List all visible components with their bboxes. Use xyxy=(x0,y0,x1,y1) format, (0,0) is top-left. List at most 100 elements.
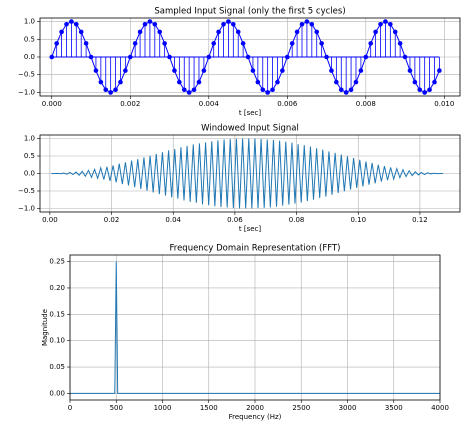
stem-marker xyxy=(304,19,310,24)
stem-marker xyxy=(172,68,177,73)
stem-marker xyxy=(64,21,69,27)
stem-marker xyxy=(294,29,300,35)
stem-marker xyxy=(324,54,329,60)
y-tick-label: 1.0 xyxy=(24,135,35,143)
stem-marker xyxy=(123,68,128,73)
chart-title: Windowed Input Signal xyxy=(201,124,299,134)
x-tick-label: 1000 xyxy=(154,404,172,412)
stem-marker xyxy=(402,54,408,60)
stem-marker xyxy=(353,79,359,85)
x-axis-label: t [sec] xyxy=(239,225,262,233)
stem-marker xyxy=(98,79,104,85)
axes-frame xyxy=(69,254,441,401)
stem-marker xyxy=(358,68,364,73)
y-tick-label: 0.5 xyxy=(24,35,35,43)
stem-marker xyxy=(216,29,221,35)
x-tick-label: 0.04 xyxy=(165,216,181,224)
axes-frame xyxy=(39,134,461,213)
stem-marker xyxy=(211,41,216,46)
x-tick-label: 3500 xyxy=(385,404,403,412)
stem-marker xyxy=(348,87,354,93)
y-tick-label: 0.0 xyxy=(24,53,35,61)
stem-marker xyxy=(432,79,437,85)
stem-marker xyxy=(260,87,266,93)
stem-marker xyxy=(245,54,251,60)
y-axis-label: Magnitude xyxy=(41,309,49,346)
x-tick-label: 0.12 xyxy=(412,216,428,224)
stem-marker xyxy=(334,79,339,85)
stem-marker xyxy=(383,19,388,24)
x-tick-label: 0.004 xyxy=(199,100,220,108)
stem-marker xyxy=(69,19,74,24)
stem-marker xyxy=(152,21,158,27)
stem-marker xyxy=(289,41,295,46)
y-tick-label: 1.0 xyxy=(24,18,35,26)
stem-marker xyxy=(226,19,231,24)
stem-marker xyxy=(167,54,172,60)
x-tick-label: 1500 xyxy=(200,404,218,412)
x-tick-label: 0 xyxy=(68,404,72,412)
stem-marker xyxy=(127,54,133,60)
signal-line xyxy=(70,261,440,394)
y-tick-label: −1.0 xyxy=(18,205,35,213)
stem-marker xyxy=(299,21,305,27)
stem-marker xyxy=(265,90,270,95)
stem-marker xyxy=(78,29,84,35)
y-tick-label: −0.5 xyxy=(18,71,35,79)
x-tick-label: 4000 xyxy=(431,404,449,412)
stem-marker xyxy=(108,90,113,95)
stem-marker xyxy=(319,41,324,46)
x-axis-label: t [sec] xyxy=(239,109,262,117)
stem-marker xyxy=(177,79,182,85)
stem-marker xyxy=(181,87,187,93)
stem-marker xyxy=(147,19,153,24)
stem-marker xyxy=(74,21,79,27)
stem-marker xyxy=(59,29,64,35)
stem-marker xyxy=(407,68,413,73)
stem-marker xyxy=(132,41,138,46)
y-tick-label: −0.5 xyxy=(18,187,35,195)
stem-marker xyxy=(363,54,369,60)
y-tick-label: 0.00 xyxy=(49,389,65,397)
x-tick-label: 0.008 xyxy=(356,100,376,108)
stem-marker xyxy=(157,29,163,35)
stem-marker xyxy=(270,87,275,93)
stem-marker xyxy=(392,29,398,35)
stem-marker xyxy=(54,41,59,46)
stem-marker xyxy=(412,79,418,85)
stem-marker xyxy=(113,87,118,93)
stem-marker xyxy=(373,29,378,35)
y-tick-label: −1.0 xyxy=(18,88,35,96)
chart-title: Frequency Domain Representation (FFT) xyxy=(169,244,340,254)
stem-marker xyxy=(186,90,192,95)
stem-marker xyxy=(142,21,148,27)
stem-marker xyxy=(206,54,212,60)
stem-marker xyxy=(378,21,383,27)
x-tick-label: 0.010 xyxy=(434,100,454,108)
x-tick-label: 0.10 xyxy=(350,216,366,224)
stem-marker xyxy=(49,54,55,60)
stem-marker xyxy=(397,41,403,46)
x-tick-label: 0.02 xyxy=(104,216,120,224)
stem-marker xyxy=(275,79,280,85)
stem-marker xyxy=(235,29,241,35)
stem-marker xyxy=(314,29,320,35)
x-tick-label: 2000 xyxy=(246,404,264,412)
stem-marker xyxy=(231,21,236,27)
x-tick-label: 0.006 xyxy=(277,100,298,108)
stem-marker xyxy=(338,87,344,93)
y-tick-label: 0.15 xyxy=(49,310,65,318)
y-tick-label: 0.5 xyxy=(24,152,35,160)
stem-marker xyxy=(221,21,226,27)
stem-marker xyxy=(201,68,207,73)
stem-marker xyxy=(417,87,423,93)
chart-title: Sampled Input Signal (only the first 5 c… xyxy=(154,7,345,17)
x-axis-label: Frequency (Hz) xyxy=(229,413,282,421)
stem-marker xyxy=(280,68,285,73)
stem-marker xyxy=(162,41,167,46)
y-tick-label: 0.20 xyxy=(49,284,65,292)
stem-marker xyxy=(255,79,261,85)
stem-marker xyxy=(191,87,197,93)
signal-line xyxy=(51,138,444,209)
